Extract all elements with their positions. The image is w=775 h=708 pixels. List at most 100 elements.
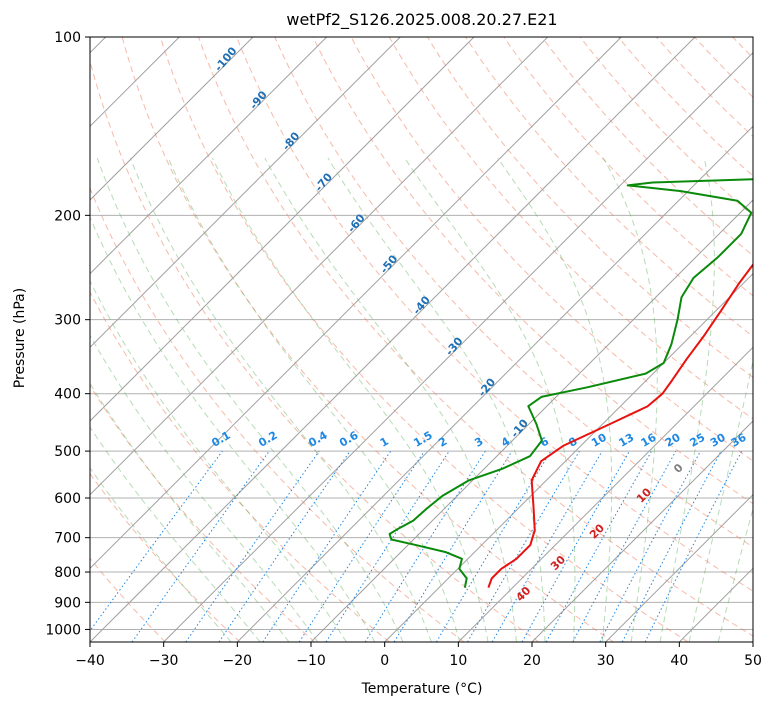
moist-adiabat-line xyxy=(96,157,404,642)
mixing-ratio-label: 1 xyxy=(378,435,391,450)
moist-adiabat-line xyxy=(211,157,489,642)
dry-adiabat-line xyxy=(312,37,753,505)
moist-adiabat-line xyxy=(497,157,613,642)
moist-adiabat-label: 40 xyxy=(513,584,533,604)
dry-adiabat-line xyxy=(388,37,753,420)
moist-adiabat-line xyxy=(404,157,576,642)
y-tick-label: 1000 xyxy=(45,622,81,638)
x-tick-label: 20 xyxy=(523,653,541,669)
mixing-ratio-line xyxy=(572,450,677,642)
mixing-ratio-line xyxy=(644,450,743,642)
mixing-ratio-line xyxy=(218,450,351,642)
dry-adiabat-line xyxy=(236,37,753,592)
moist-adiabat-line xyxy=(264,157,517,642)
mixing-ratio-line xyxy=(545,450,653,642)
pressure-grid xyxy=(90,37,753,630)
y-tick-label: 300 xyxy=(54,313,81,329)
mixing-ratio-line xyxy=(393,450,513,642)
isotherm-line xyxy=(236,125,753,642)
mixing-ratio-label: 2 xyxy=(436,435,449,450)
isotherm-line xyxy=(90,37,328,275)
isotherm-line xyxy=(752,641,753,642)
moist-adiabat-line xyxy=(90,279,347,642)
mixing-ratio-label: 0.4 xyxy=(306,429,330,450)
isotherm-line xyxy=(605,493,753,642)
y-tick-label: 600 xyxy=(54,491,81,507)
moist-adiabat-label: 20 xyxy=(587,521,607,541)
x-tick-label: 10 xyxy=(449,653,467,669)
moist-adiabat-line xyxy=(90,215,376,642)
moist-adiabat-line xyxy=(90,382,290,642)
y-tick-label: 800 xyxy=(54,565,81,581)
mixing-ratio-label: 36 xyxy=(729,431,749,450)
isotherms xyxy=(90,37,753,642)
x-axis-label: Temperature (°C) xyxy=(361,681,483,697)
dry-adiabat-line xyxy=(655,37,753,138)
y-tick-label: 900 xyxy=(54,595,81,611)
x-tick-label: 50 xyxy=(744,653,762,669)
x-tick-label: 0 xyxy=(380,653,389,669)
mixing-ratio-label: 25 xyxy=(688,431,708,450)
dry-adiabat-line xyxy=(465,37,753,337)
mixing-ratio-line xyxy=(435,450,552,642)
moist-adiabat-line xyxy=(167,157,461,642)
x-tick-label: −40 xyxy=(75,653,105,669)
y-tick-label: 700 xyxy=(54,531,81,547)
mixing-ratio-lines xyxy=(90,450,743,642)
dry-adiabat-line xyxy=(503,37,753,297)
dry-adiabat-label: -80 xyxy=(280,129,303,153)
dry-adiabat-line xyxy=(90,291,390,642)
mixing-ratio-label: 0.2 xyxy=(256,429,279,450)
dry-adiabat-label: -20 xyxy=(476,375,499,399)
axis-ticks: −40 −30 −20 −10 0 10 20 30 40 5010020030040050060… xyxy=(45,30,762,669)
moist-adiabat-line xyxy=(327,157,546,642)
dry-adiabat-line xyxy=(771,37,775,642)
chart-title: wetPf2_S126.2025.008.20.27.E21 xyxy=(286,10,557,30)
dry-adiabat-line xyxy=(121,37,614,642)
mixing-ratio-line xyxy=(185,450,320,642)
isotherm-line xyxy=(531,420,753,642)
moist-adiabat-line xyxy=(129,157,432,642)
dry-adiabat-line xyxy=(90,384,316,642)
dewpoint-profile-line xyxy=(388,178,753,588)
dry-adiabat-label: -10 xyxy=(508,416,531,440)
dry-adiabat-label: -40 xyxy=(410,293,433,317)
reference-line-labels: 0.1 0.2 0.4 0.6 1 1.5 2 3 4 6 8 10 13 16 20 25 30 36-100-… xyxy=(209,44,748,604)
isotherm-line xyxy=(90,37,622,570)
x-tick-label: −20 xyxy=(223,653,253,669)
moist-adiabat-label: 30 xyxy=(548,553,568,573)
mixing-ratio-label: 13 xyxy=(616,431,636,450)
mixing-ratio-label: 0.1 xyxy=(209,429,232,450)
y-tick-label: 400 xyxy=(54,387,81,403)
dry-adiabat-line xyxy=(541,37,753,257)
x-tick-label: 40 xyxy=(670,653,688,669)
moist-adiabat-line xyxy=(90,467,232,642)
dry-adiabat-label: -100 xyxy=(212,44,240,74)
moist-adiabat-label: 0 xyxy=(671,461,686,476)
temperature-profile-line xyxy=(487,263,753,588)
sounding-profiles xyxy=(388,178,753,588)
isotherm-line xyxy=(90,37,549,496)
dry-adiabat-line xyxy=(350,37,753,462)
dry-adiabat-label: -30 xyxy=(443,334,466,358)
dry-adiabat-label: -50 xyxy=(378,252,401,276)
dry-adiabat-line xyxy=(90,186,465,642)
mixing-ratio-line xyxy=(599,450,701,642)
mixing-ratio-label: 3 xyxy=(472,435,485,450)
mixing-ratio-label: 30 xyxy=(708,431,728,450)
moist-adiabat-line xyxy=(90,426,261,642)
isotherm-line xyxy=(678,567,753,642)
y-tick-label: 500 xyxy=(54,444,81,460)
y-axis-label: Pressure (hPa) xyxy=(12,288,28,388)
mixing-ratio-line xyxy=(131,450,270,642)
moist-adiabat-line xyxy=(602,157,658,642)
mixing-ratio-line xyxy=(298,450,425,642)
isotherm-line xyxy=(90,37,696,642)
mixing-ratio-label: 10 xyxy=(589,431,609,450)
plot-frame xyxy=(89,36,754,643)
isotherm-line xyxy=(457,346,753,642)
moist-adiabats xyxy=(90,157,753,642)
dry-adiabat-label: -70 xyxy=(312,170,335,194)
mixing-ratio-line xyxy=(325,450,450,642)
